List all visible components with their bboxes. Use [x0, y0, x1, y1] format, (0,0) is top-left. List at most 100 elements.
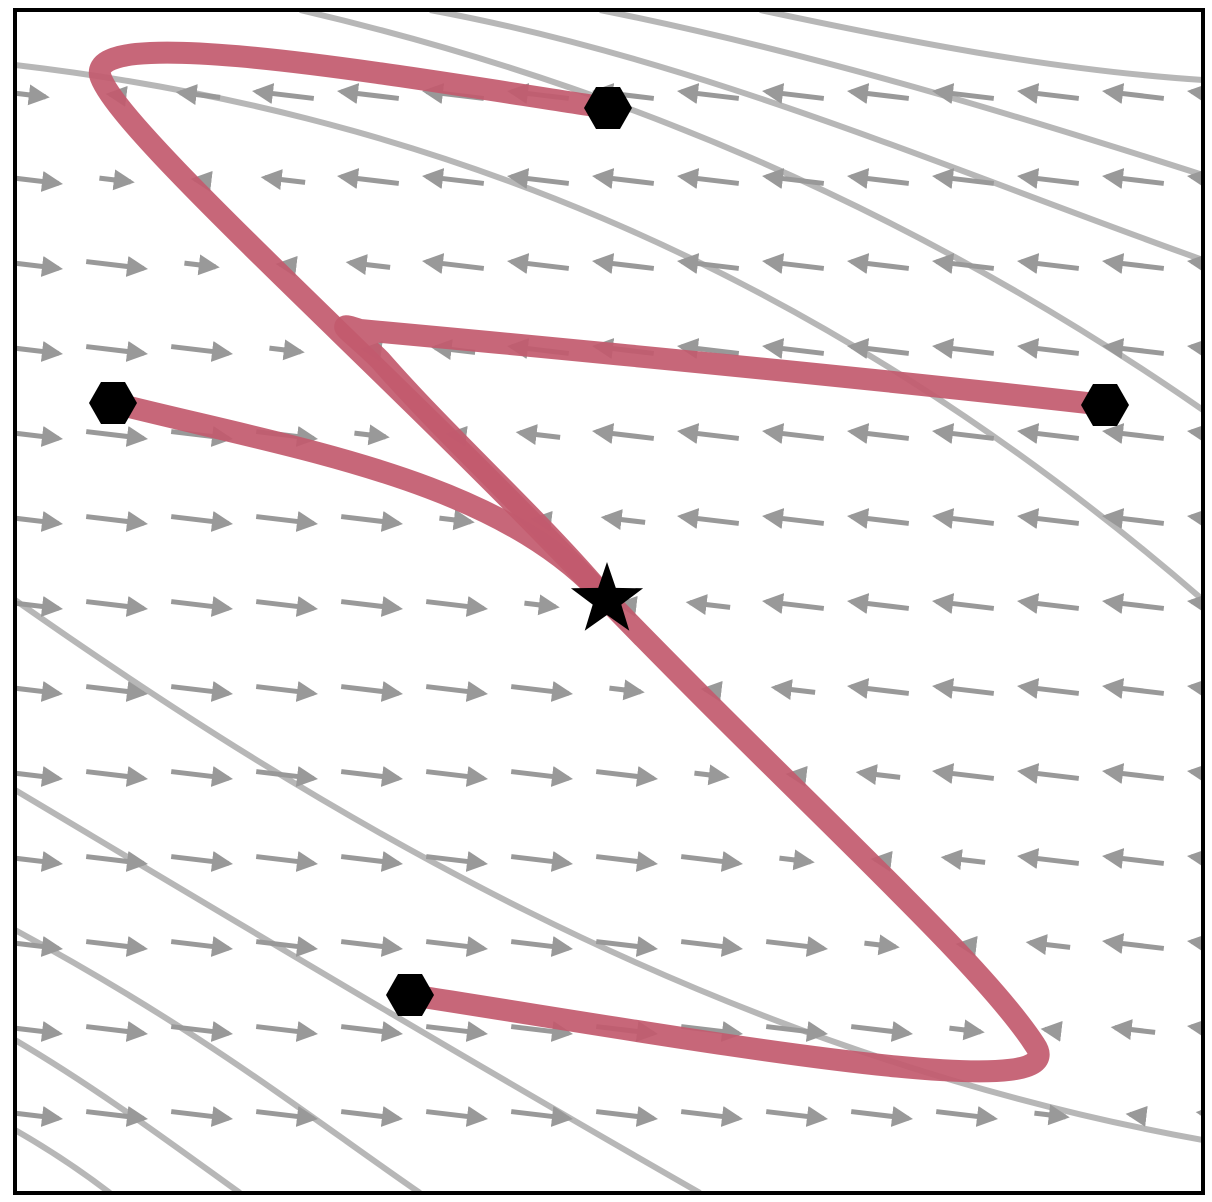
field-arrow: [1102, 253, 1165, 274]
field-arrow: [680, 1106, 743, 1127]
field-arrow: [1102, 423, 1165, 444]
field-arrow: [255, 596, 318, 617]
field-arrow: [1187, 1018, 1203, 1039]
start-marker: [89, 382, 137, 424]
field-arrow: [847, 593, 910, 614]
field-arrow: [762, 593, 825, 614]
field-arrow: [680, 1021, 743, 1042]
field-arrow: [1102, 678, 1165, 699]
field-arrow: [1187, 338, 1203, 359]
field-arrow: [345, 254, 391, 276]
field-arrow: [337, 83, 400, 104]
streamlines: [15, 10, 1203, 1193]
field-arrow: [1125, 1105, 1148, 1127]
field-arrow: [510, 681, 573, 702]
field-arrow: [847, 338, 910, 359]
field-arrow: [677, 423, 740, 444]
field-arrow: [677, 338, 740, 359]
field-arrow: [99, 169, 135, 191]
streamline: [15, 1127, 112, 1193]
field-arrow: [340, 511, 403, 532]
streamline: [429, 10, 1203, 263]
field-arrow: [175, 84, 221, 106]
field-arrow: [1102, 168, 1165, 189]
field-arrow: [847, 678, 910, 699]
field-arrow: [425, 851, 488, 872]
equilibrium-star: [570, 562, 644, 631]
field-arrow: [252, 83, 315, 104]
field-arrow: [340, 851, 403, 872]
field-arrow: [15, 511, 63, 532]
field-arrow: [1040, 1020, 1063, 1042]
field-arrow: [595, 766, 658, 787]
field-arrow: [847, 168, 910, 189]
field-arrow: [1102, 848, 1165, 869]
field-arrow: [1187, 423, 1203, 444]
field-arrow: [85, 596, 148, 617]
field-arrow: [425, 766, 488, 787]
field-arrow: [765, 936, 828, 957]
streamline: [15, 787, 702, 1193]
start-marker: [386, 974, 434, 1016]
field-arrow: [510, 936, 573, 957]
field-arrow: [422, 253, 485, 274]
field-arrow: [510, 1021, 573, 1042]
field-arrow: [932, 423, 995, 444]
field-arrow: [85, 1021, 148, 1042]
field-arrow: [1034, 1104, 1070, 1126]
field-arrow: [762, 338, 825, 359]
field-arrow: [425, 1021, 488, 1042]
field-arrow: [425, 681, 488, 702]
field-arrow: [609, 679, 645, 701]
field-arrow: [847, 253, 910, 274]
field-arrow: [770, 679, 816, 701]
field-arrow: [1187, 678, 1203, 699]
streamline: [599, 10, 1203, 178]
field-arrow: [85, 426, 148, 447]
field-arrow: [510, 1106, 573, 1127]
plot-area: [15, 10, 1203, 1193]
field-arrow: [255, 511, 318, 532]
field-arrow: [439, 509, 475, 531]
field-arrow: [680, 936, 743, 957]
field-arrow: [170, 936, 233, 957]
field-arrow: [510, 766, 573, 787]
field-arrow: [85, 341, 148, 362]
field-arrow: [85, 766, 148, 787]
field-arrow: [680, 851, 743, 872]
field-arrow: [1025, 934, 1071, 956]
vector-field: [15, 83, 1203, 1127]
field-arrow: [932, 83, 995, 104]
field-arrow: [515, 424, 561, 446]
field-arrow: [1187, 253, 1203, 274]
field-arrow: [1110, 1019, 1156, 1041]
field-arrow: [340, 596, 403, 617]
field-arrow: [170, 766, 233, 787]
trajectory: [399, 589, 1050, 1083]
field-arrow: [685, 594, 731, 616]
field-arrow: [762, 508, 825, 529]
field-arrow: [847, 508, 910, 529]
field-arrow: [1187, 763, 1203, 784]
field-arrow: [935, 1106, 998, 1127]
field-arrow: [255, 936, 318, 957]
field-arrow: [337, 168, 400, 189]
field-arrow: [85, 681, 148, 702]
field-arrow: [340, 1106, 403, 1127]
field-arrow: [340, 681, 403, 702]
field-arrow: [600, 509, 646, 531]
field-arrow: [170, 596, 233, 617]
field-arrow: [592, 168, 655, 189]
field-arrow: [340, 1021, 403, 1042]
field-arrow: [15, 256, 63, 277]
field-arrow: [677, 253, 740, 274]
field-arrow: [425, 1106, 488, 1127]
field-arrow: [1102, 83, 1165, 104]
field-arrow: [15, 681, 63, 702]
field-arrow: [425, 596, 488, 617]
field-arrow: [340, 766, 403, 787]
field-arrow: [1017, 763, 1080, 784]
field-arrow: [864, 934, 900, 956]
field-arrow: [1102, 933, 1165, 954]
